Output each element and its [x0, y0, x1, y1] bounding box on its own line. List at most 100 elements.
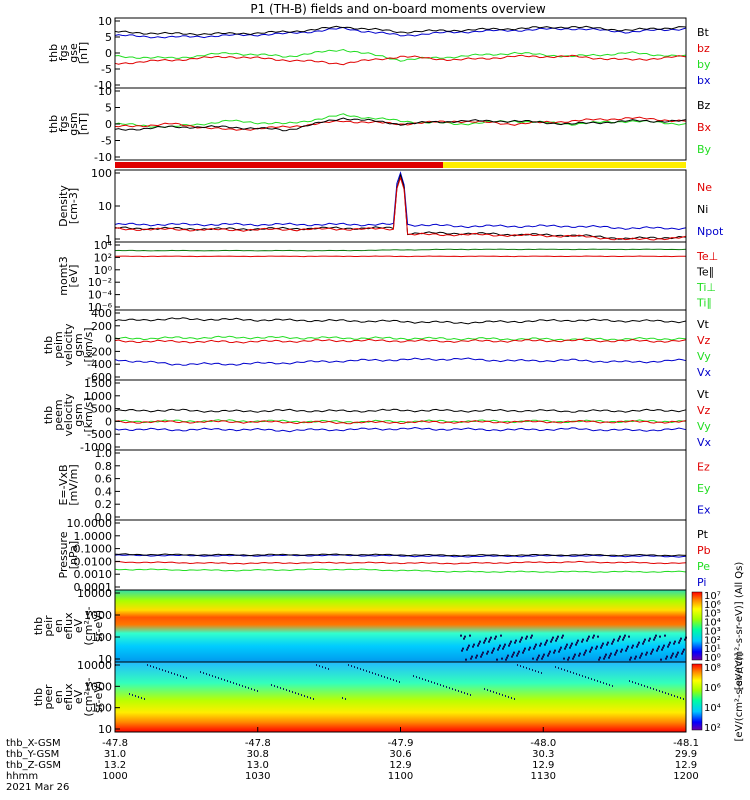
- spectrogram-speckle: [538, 671, 539, 673]
- spectrogram-speckle: [354, 666, 355, 668]
- spectrogram-speckle: [565, 645, 567, 648]
- spectrogram-speckle: [490, 690, 491, 692]
- legend-entry: Bx: [697, 121, 712, 134]
- spectrogram-speckle: [640, 654, 642, 657]
- spectrogram-peer-eflux: [115, 662, 686, 732]
- spectrogram-speckle: [555, 639, 557, 642]
- series-line-peem-vel: [114, 408, 687, 413]
- spectrogram-speckle: [224, 679, 225, 681]
- spectrogram-speckle: [499, 693, 500, 695]
- x-row-value: 13.2: [104, 760, 126, 771]
- spectrogram-speckle: [153, 666, 154, 668]
- spectrogram-speckle: [301, 694, 302, 696]
- x-row-label: hhmm: [6, 771, 38, 782]
- x-row-label: thb_Y-GSM: [6, 749, 59, 760]
- colorbar-peer-eflux: [691, 663, 703, 731]
- y-tick-label: 10: [98, 85, 112, 98]
- spectrogram-speckle: [586, 639, 588, 642]
- spectrogram-speckle: [532, 657, 534, 660]
- spectrogram-speckle: [477, 644, 479, 647]
- spectrogram-speckle: [573, 655, 575, 658]
- y-tick-label: 100: [91, 167, 112, 180]
- spectrogram-speckle: [634, 657, 636, 660]
- spectrogram-speckle: [174, 673, 175, 675]
- spectrogram-speckle: [660, 658, 662, 661]
- spectrogram-speckle: [532, 669, 533, 671]
- spectrogram-speckle: [517, 664, 518, 666]
- spectrogram-speckle: [624, 634, 626, 637]
- spectrogram-speckle: [484, 639, 486, 642]
- spectrogram-speckle: [653, 638, 655, 641]
- y-tick-label: 0: [105, 47, 112, 60]
- spectrogram-speckle: [286, 689, 287, 691]
- spectrogram-speckle: [662, 646, 664, 649]
- spectrogram-speckle: [645, 653, 647, 656]
- spectrogram-speckle: [680, 637, 682, 640]
- spectrogram-speckle: [629, 658, 631, 661]
- x-row-value: -48.1: [673, 738, 699, 749]
- spectrogram-speckle: [684, 638, 686, 641]
- legend-entry: Vt: [697, 318, 710, 331]
- colorbar-tick: 10³: [704, 626, 721, 637]
- y-tick-label: -400: [87, 358, 112, 371]
- spectrogram-speckle: [541, 672, 542, 674]
- legend-entry: Bt: [697, 26, 710, 39]
- spectrogram-speckle: [236, 683, 237, 685]
- spectrogram-speckle: [674, 640, 676, 643]
- spectrogram-speckle: [141, 697, 142, 699]
- spectrogram-speckle: [348, 664, 349, 666]
- y-tick-label: 0: [105, 415, 112, 428]
- y-tick-label: 0.0001: [74, 581, 113, 594]
- spectrogram-speckle: [227, 680, 228, 682]
- spectrogram-speckle: [666, 655, 668, 658]
- spectrogram-speckle: [517, 652, 519, 655]
- spectrogram-speckle: [545, 641, 547, 644]
- y-tick-label: 0.4: [95, 485, 113, 498]
- spectrogram-speckle: [446, 686, 447, 688]
- y-axis-label: [nT]: [77, 113, 90, 135]
- x-row-value: 30.3: [532, 749, 554, 760]
- y-axis-label: gsm: [67, 112, 80, 135]
- spectrogram-speckle: [304, 695, 305, 697]
- spectrogram-speckle: [489, 638, 491, 641]
- spectrogram-speckle: [617, 639, 619, 642]
- spectrogram-speckle: [462, 647, 464, 650]
- spectrogram-speckle: [502, 647, 504, 650]
- spectrogram-speckle: [461, 691, 462, 693]
- y-tick-label: 10⁻⁴: [88, 289, 113, 302]
- spectrogram-speckle: [218, 677, 219, 679]
- spectrogram-speckle: [233, 682, 234, 684]
- spectrogram-speckle: [573, 672, 574, 674]
- spectrogram-speckle: [147, 664, 148, 666]
- spectrogram-speckle: [656, 689, 657, 691]
- spectrogram-speckle: [595, 647, 597, 650]
- legend-entry: Ni: [697, 203, 708, 216]
- y-axis-label: [nPa]: [67, 541, 80, 569]
- series-line-density: [114, 173, 687, 240]
- spectrogram-speckle: [452, 688, 453, 690]
- spectrogram-speckle: [496, 658, 498, 661]
- spectrogram-speckle: [322, 666, 323, 668]
- y-tick-label: 0.6: [95, 473, 113, 486]
- spectrogram-speckle: [669, 641, 671, 644]
- x-row-value: 13.0: [247, 760, 269, 771]
- spectrogram-speckle: [615, 651, 617, 654]
- y-axis-label: gse: [67, 43, 80, 63]
- spectrogram-speckle: [274, 685, 275, 687]
- spectrogram-speckle: [506, 656, 508, 659]
- spectrogram-speckle: [470, 694, 471, 696]
- spectrogram-speckle: [289, 690, 290, 692]
- y-tick-label: 0.8: [95, 460, 113, 473]
- series-line-peem-vel: [114, 426, 687, 433]
- spectrogram-speckle: [570, 644, 572, 647]
- spectrogram-speckle: [180, 675, 181, 677]
- spectrogram-speckle: [531, 634, 533, 637]
- spectrogram-speckle: [230, 681, 231, 683]
- y-tick-label: -10: [94, 79, 112, 92]
- series-line-pressure: [114, 553, 687, 557]
- y-axis-label: eflux: [62, 683, 75, 711]
- spectrogram-speckle: [209, 674, 210, 676]
- spectrogram-speckle: [659, 690, 660, 692]
- mode-bar-yellow: [443, 162, 686, 168]
